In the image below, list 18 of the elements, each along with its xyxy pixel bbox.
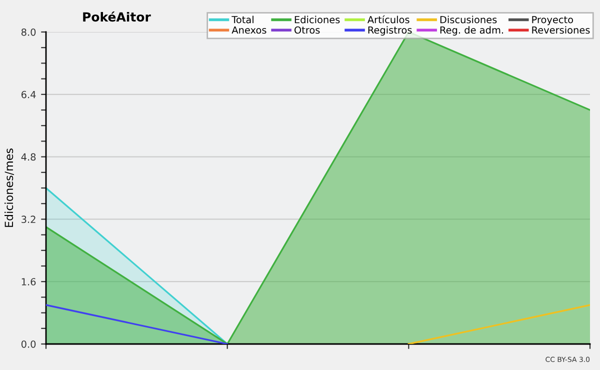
y-tick-label: 4.8 xyxy=(21,153,36,161)
y-tick-label: 6.4 xyxy=(21,90,36,98)
legend-label: Proyecto xyxy=(532,16,573,26)
legend-label: Artículos xyxy=(367,15,410,24)
legend-label: Anexos xyxy=(232,26,266,34)
legend-label: Discusiones xyxy=(440,16,497,24)
legend-label: Reg. de adm. xyxy=(440,26,503,36)
legend-label: Reversiones xyxy=(532,26,590,34)
legend-label: Ediciones xyxy=(294,16,340,24)
y-axis-title: Ediciones/mes xyxy=(4,148,14,227)
legend-label: Otros xyxy=(294,26,320,34)
y-tick-label: 8.0 xyxy=(21,28,36,36)
y-tick-label: 1.6 xyxy=(22,278,36,286)
chart-title: PokéAitor xyxy=(83,11,151,22)
legend-label: Total xyxy=(232,16,254,24)
y-tick-label: 0.0 xyxy=(21,340,36,348)
legend-label: Registros xyxy=(368,26,412,36)
y-tick-label: 3.2 xyxy=(22,216,36,224)
